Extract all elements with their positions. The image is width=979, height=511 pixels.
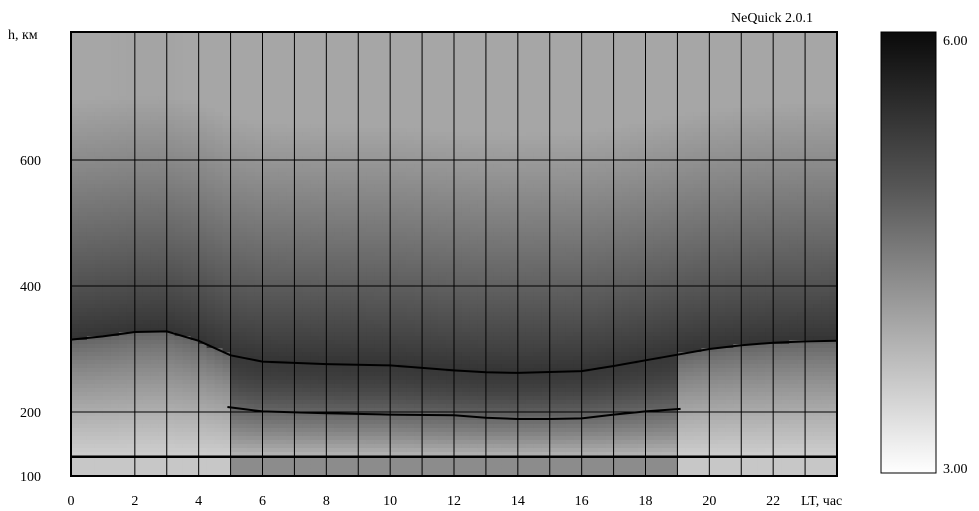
- model-label: NeQuick 2.0.1: [731, 11, 813, 26]
- grid: [71, 32, 837, 476]
- y-axis-label: h, км: [8, 28, 38, 43]
- x-tick-label: 8: [323, 494, 330, 509]
- contours: [70, 330, 838, 420]
- x-tick-label: 10: [383, 494, 397, 509]
- x-tick-label: 12: [447, 494, 461, 509]
- x-axis-label: LT, час: [801, 494, 842, 509]
- x-tick-label: 18: [639, 494, 653, 509]
- y-tick-label: 400: [20, 280, 41, 295]
- heatmap: [71, 32, 838, 477]
- y-tick-label: 100: [20, 470, 41, 485]
- contour-line-1: [70, 330, 838, 374]
- x-tick-labels: 0 2 4 6 8 10 12 14 16 18 20 22: [68, 494, 781, 509]
- colorbar-max-label: 6.00: [943, 34, 968, 49]
- x-tick-label: 4: [195, 494, 202, 509]
- x-tick-label: 20: [702, 494, 716, 509]
- x-tick-label: 22: [766, 494, 780, 509]
- x-tick-label: 14: [511, 494, 525, 509]
- x-tick-label: 6: [259, 494, 266, 509]
- contour-line-2: [227, 406, 681, 420]
- x-tick-label: 0: [68, 494, 75, 509]
- y-tick-labels: 100 200 400 600: [20, 154, 41, 485]
- x-tick-label: 16: [575, 494, 589, 509]
- y-tick-label: 200: [20, 406, 41, 421]
- y-tick-label: 600: [20, 154, 41, 169]
- colorbar-min-label: 3.00: [943, 462, 968, 477]
- x-tick-label: 2: [131, 494, 138, 509]
- colorbar: [880, 31, 937, 474]
- plot-frame: [70, 31, 838, 477]
